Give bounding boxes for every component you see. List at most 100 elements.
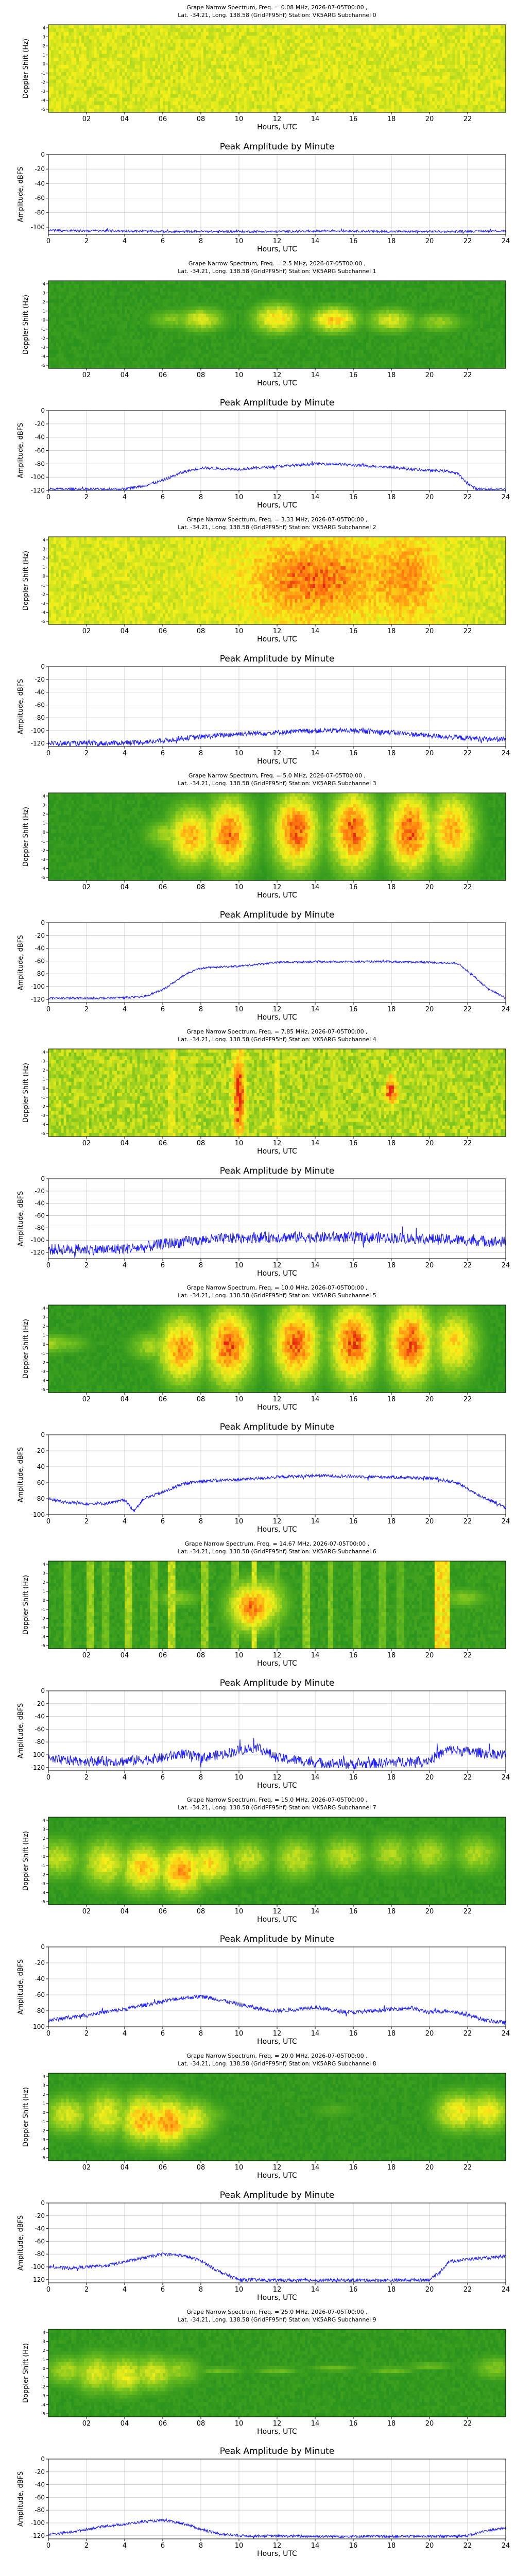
spectrogram-cell bbox=[54, 94, 57, 98]
spectrogram-cell bbox=[54, 101, 57, 106]
spectrogram-cell bbox=[300, 65, 303, 69]
spectrogram-cell bbox=[51, 87, 54, 91]
spectrogram-cell bbox=[107, 47, 110, 51]
spectrogram-cell bbox=[193, 72, 196, 76]
spectrogram-cell bbox=[132, 43, 135, 47]
spectrogram-cell bbox=[274, 87, 278, 91]
spectrogram-cell bbox=[160, 101, 163, 106]
spectrogram-cell bbox=[257, 28, 260, 32]
spectrogram-cell bbox=[239, 101, 242, 106]
spectrogram-cell bbox=[71, 32, 74, 36]
spectrogram-cell bbox=[242, 54, 245, 58]
spectrogram-cell bbox=[272, 58, 275, 62]
spectrogram-cell bbox=[209, 76, 212, 80]
spectrogram-cell bbox=[315, 101, 318, 106]
spectrogram-cell bbox=[138, 101, 141, 106]
spectrogram-cell bbox=[74, 54, 77, 58]
spectrogram-cell bbox=[239, 61, 242, 65]
spectrogram-cell bbox=[150, 91, 153, 95]
spectrogram-cell bbox=[242, 58, 245, 62]
spectrogram-cell bbox=[219, 58, 222, 62]
spectrogram-cell bbox=[188, 50, 191, 55]
spectrogram-cell bbox=[203, 91, 207, 95]
spectrogram-cell bbox=[219, 101, 222, 106]
spectrogram-cell bbox=[81, 79, 84, 83]
spectrogram-cell bbox=[191, 91, 194, 95]
spectrogram-cell bbox=[320, 101, 323, 106]
spectrogram-cell bbox=[64, 43, 67, 47]
spectrogram-cell bbox=[68, 94, 72, 98]
spectrogram-cell bbox=[94, 91, 97, 95]
spectrogram-cell bbox=[94, 76, 97, 80]
spectrogram-cell bbox=[102, 94, 105, 98]
spectrogram-cell bbox=[236, 65, 239, 69]
spectrogram-cell bbox=[178, 105, 181, 109]
spectrogram-cell bbox=[127, 32, 130, 36]
spectrogram-cell bbox=[272, 91, 275, 95]
spectrogram-cell bbox=[152, 28, 156, 32]
spectrogram-cell bbox=[198, 76, 201, 80]
spectrogram-cell bbox=[224, 69, 227, 73]
spectrogram-cell bbox=[48, 83, 52, 87]
spectrogram-cell bbox=[259, 50, 262, 55]
spectrogram-cell bbox=[267, 79, 270, 83]
spectrogram-cell bbox=[54, 98, 57, 102]
spectrogram-cell bbox=[109, 76, 112, 80]
spectrogram-cell bbox=[277, 105, 280, 109]
spectrogram-cell bbox=[68, 91, 72, 95]
spectrogram-cell bbox=[81, 94, 84, 98]
spectrogram-cell bbox=[155, 58, 158, 62]
spectrogram-cell bbox=[295, 101, 298, 106]
spectrogram-cell bbox=[173, 25, 176, 29]
spectrogram-cell bbox=[140, 32, 143, 36]
spectrogram-cell bbox=[165, 65, 168, 69]
spectrogram-cell bbox=[105, 58, 108, 62]
spectrogram-cell bbox=[97, 98, 100, 102]
spectrogram-cell bbox=[244, 43, 247, 47]
spectrogram-cell bbox=[59, 91, 62, 95]
spectrogram-cell bbox=[221, 101, 224, 106]
spectrogram-cell bbox=[66, 54, 70, 58]
spectrogram-cell bbox=[155, 105, 158, 109]
spectrogram-cell bbox=[285, 79, 288, 83]
spectrogram-cell bbox=[143, 28, 146, 32]
spectrogram-cell bbox=[259, 39, 262, 43]
spectrogram-cell bbox=[176, 43, 179, 47]
spectrogram-cell bbox=[64, 25, 67, 29]
spectrogram-cell bbox=[211, 32, 214, 36]
spectrogram-cell bbox=[231, 25, 234, 29]
spectrogram-cell bbox=[165, 32, 168, 36]
spectrogram-cell bbox=[135, 50, 138, 55]
spectrogram-cell bbox=[97, 87, 100, 91]
spectrogram-cell bbox=[150, 43, 153, 47]
spectrogram-cell bbox=[64, 87, 67, 91]
spectrogram-cell bbox=[318, 25, 321, 29]
spectrogram-cell bbox=[224, 32, 227, 36]
spectrogram-cell bbox=[259, 76, 262, 80]
spectrogram-cell bbox=[59, 58, 62, 62]
spectrogram-cell bbox=[135, 32, 138, 36]
spectrogram-cell bbox=[145, 28, 148, 32]
spectrogram-cell bbox=[102, 83, 105, 87]
spectrogram-cell bbox=[318, 32, 321, 36]
spectrogram-cell bbox=[48, 69, 52, 73]
spectrogram-cell bbox=[203, 87, 207, 91]
spectrogram-cell bbox=[51, 39, 54, 43]
spectrogram-cell bbox=[81, 98, 84, 102]
spectrogram-cell bbox=[313, 58, 316, 62]
spectrogram-cell bbox=[302, 94, 305, 98]
spectrogram-cell bbox=[56, 72, 59, 76]
spectrogram-cell bbox=[122, 47, 125, 51]
spectrogram-cell bbox=[216, 28, 219, 32]
spectrogram-cell bbox=[94, 69, 97, 73]
spectrogram-cell bbox=[335, 79, 338, 83]
spectrogram-cell bbox=[325, 83, 329, 87]
spectrogram-cell bbox=[140, 61, 143, 65]
spectrogram-cell bbox=[257, 25, 260, 29]
spectrogram-cell bbox=[143, 50, 146, 55]
spectrogram-cell bbox=[176, 39, 179, 43]
spectrogram-cell bbox=[117, 79, 120, 83]
spectrogram-cell bbox=[239, 83, 242, 87]
spectrogram-cell bbox=[119, 50, 123, 55]
spectrogram-cell bbox=[310, 28, 313, 32]
